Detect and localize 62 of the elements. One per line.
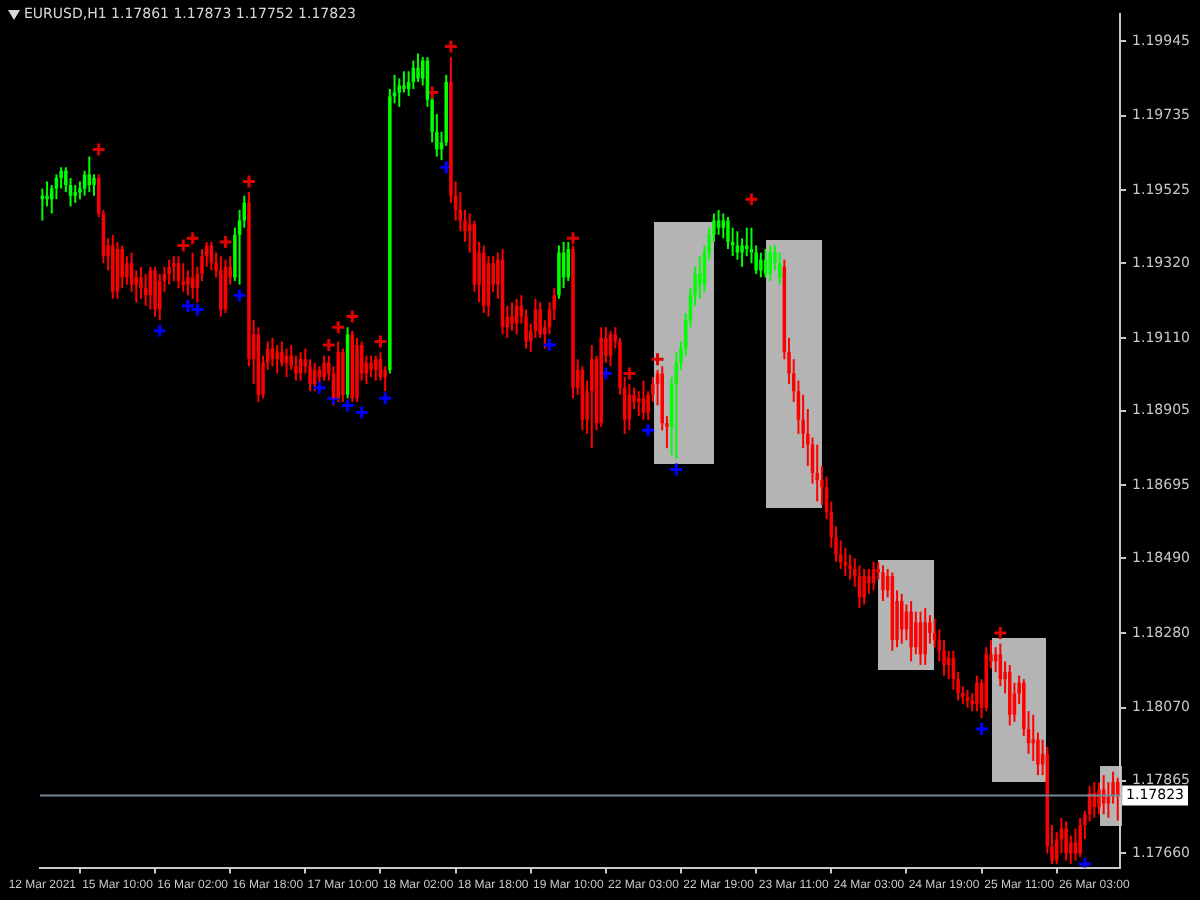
candlestick [909, 599, 913, 663]
candlestick [735, 230, 740, 261]
point [650, 351, 666, 367]
point [377, 390, 393, 406]
candlestick [768, 244, 773, 283]
point [1077, 856, 1093, 868]
point [743, 191, 759, 207]
candlestick [510, 301, 514, 332]
candlestick [336, 340, 340, 403]
candlestick [172, 255, 176, 283]
candlestick [726, 216, 730, 251]
candlestick [167, 258, 171, 286]
candlestick [590, 344, 594, 450]
point [91, 141, 107, 157]
candlestick [1097, 781, 1101, 816]
point [152, 323, 168, 339]
candlestick [862, 567, 866, 606]
candlestick [139, 265, 143, 300]
point [992, 625, 1008, 641]
candlestick [275, 344, 279, 375]
candlestick [975, 674, 979, 713]
candlestick [369, 354, 373, 379]
point [330, 319, 346, 335]
candlestick [1064, 820, 1068, 862]
point [344, 309, 360, 325]
candlestick [815, 443, 819, 503]
candlestick [881, 564, 885, 602]
candlestick [759, 251, 763, 279]
candlestick [1078, 816, 1082, 858]
point [640, 422, 656, 438]
point [354, 405, 370, 421]
candlestick [1007, 663, 1012, 727]
candlestick [157, 272, 162, 322]
candlestick [374, 354, 378, 382]
point [185, 230, 201, 246]
candlestick [153, 265, 157, 318]
candlestick [1116, 776, 1120, 822]
point [621, 365, 637, 381]
point [175, 237, 191, 253]
candlestick [557, 244, 561, 300]
point [218, 234, 233, 250]
point [542, 337, 558, 353]
candlestick [219, 255, 223, 318]
point [443, 38, 459, 54]
candlestick [181, 262, 185, 293]
candlestick [111, 233, 115, 300]
candlestick [397, 77, 402, 108]
point [232, 287, 248, 303]
candlestick [641, 379, 646, 421]
point [372, 333, 388, 349]
candlestick [416, 52, 420, 83]
candlestick [848, 553, 852, 581]
point [974, 721, 990, 737]
point [241, 173, 257, 189]
point [565, 230, 581, 246]
point [668, 461, 684, 477]
point [340, 397, 356, 413]
point [311, 380, 327, 396]
candlestick [341, 347, 345, 403]
candlestick [923, 607, 927, 666]
candlestick [322, 354, 326, 382]
point [321, 337, 337, 353]
